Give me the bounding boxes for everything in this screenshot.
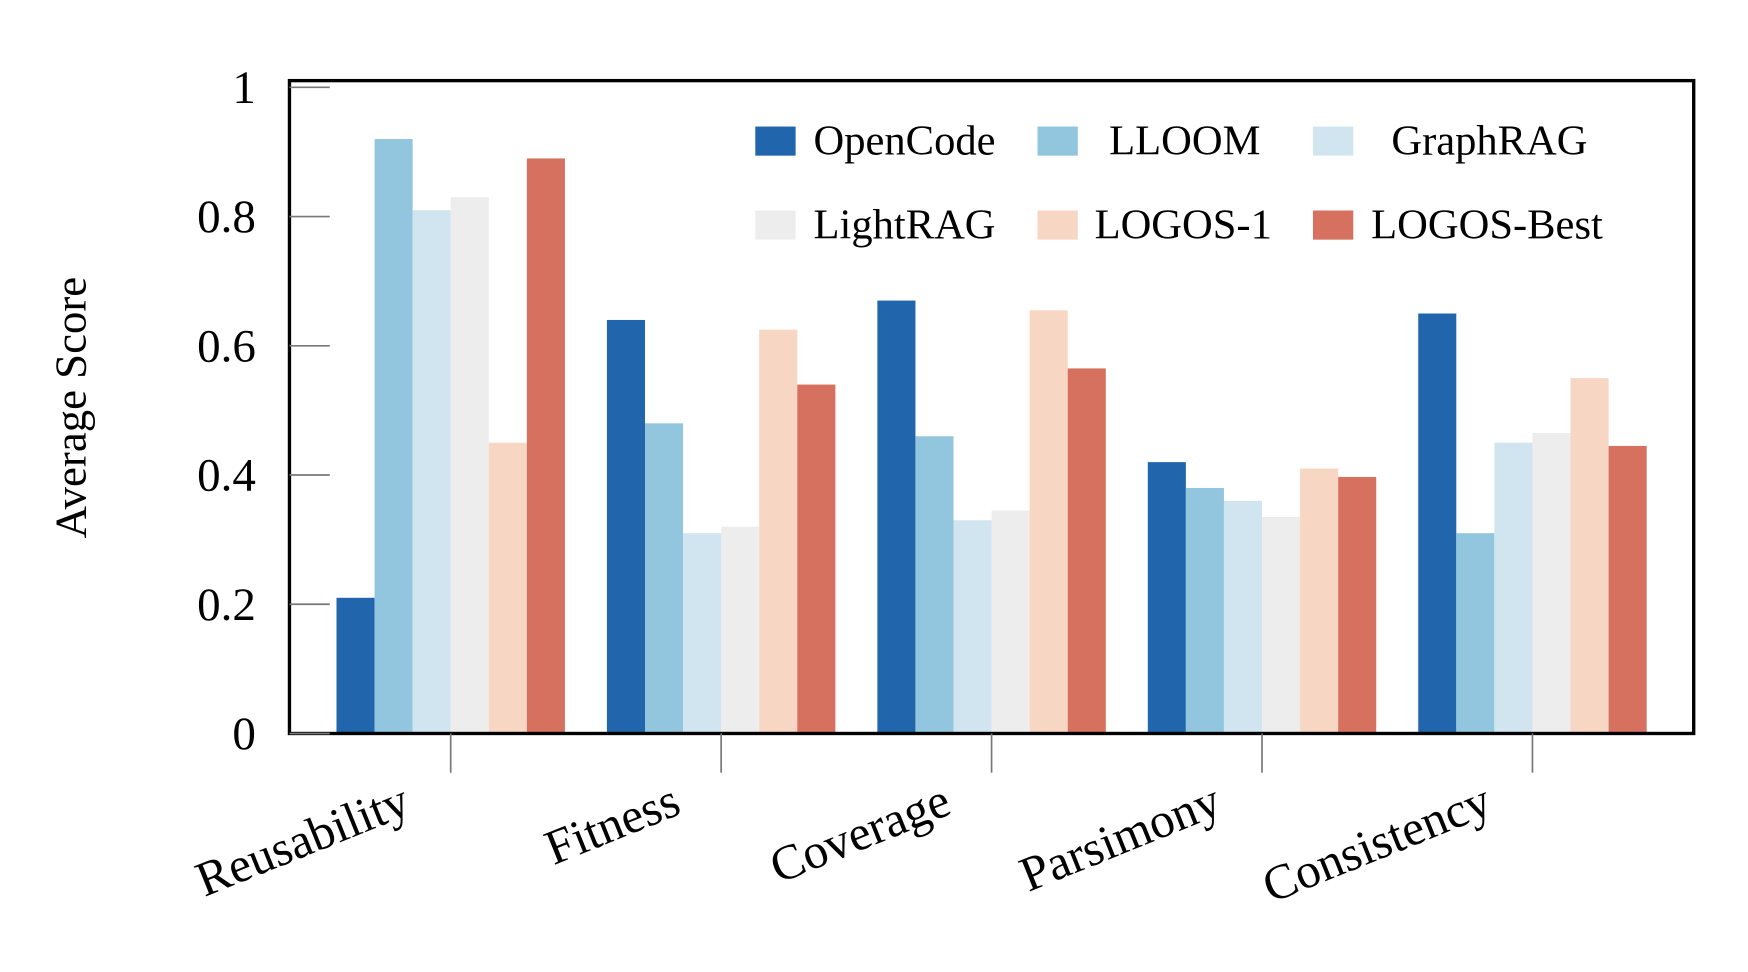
bar-opencode-parsimony xyxy=(1147,462,1186,734)
bar-logos-1-consistency xyxy=(1570,378,1609,734)
x-tick-label: Consistency xyxy=(1255,772,1499,913)
bar-opencode-fitness xyxy=(606,319,645,734)
y-tick-label: 0.6 xyxy=(197,320,256,372)
legend-swatch xyxy=(755,210,796,240)
bar-logos-best-fitness xyxy=(797,384,836,734)
bar-logos-best-coverage xyxy=(1067,368,1106,734)
bar-lloom-consistency xyxy=(1456,533,1495,734)
bar-lightrag-parsimony xyxy=(1262,517,1301,734)
bar-lloom-reusability xyxy=(374,139,413,734)
bar-logos-best-consistency xyxy=(1608,445,1647,734)
bar-lloom-fitness xyxy=(644,423,684,734)
legend-swatch xyxy=(755,126,796,156)
y-tick-label: 0 xyxy=(232,708,256,760)
x-tick-label: Parsimony xyxy=(1012,772,1228,902)
bar-lightrag-reusability xyxy=(450,197,489,734)
bar-lightrag-consistency xyxy=(1532,433,1571,734)
bar-logos-best-parsimony xyxy=(1338,476,1377,734)
bar-lloom-parsimony xyxy=(1185,487,1224,734)
bar-opencode-coverage xyxy=(877,300,916,734)
bar-lloom-coverage xyxy=(915,436,954,734)
legend-swatch xyxy=(1312,126,1354,156)
legend-swatch xyxy=(1037,210,1078,240)
bar-logos-best-reusability xyxy=(526,158,565,734)
legend-label: OpenCode xyxy=(814,118,996,165)
y-tick-label: 0.8 xyxy=(197,191,256,243)
bar-graphrag-coverage xyxy=(953,520,992,734)
legend-label: LLOOM xyxy=(1109,118,1260,165)
bar-logos-1-reusability xyxy=(488,442,527,734)
legend-swatch xyxy=(1037,126,1078,156)
bar-graphrag-consistency xyxy=(1494,442,1533,734)
bar-lightrag-coverage xyxy=(991,510,1030,734)
bar-logos-1-parsimony xyxy=(1300,468,1339,734)
y-axis-label: Average Score xyxy=(46,277,96,539)
x-tick-label: Coverage xyxy=(762,772,958,894)
x-tick-label: Fitness xyxy=(537,772,687,875)
bar-lightrag-fitness xyxy=(721,526,760,734)
bar-graphrag-fitness xyxy=(683,533,722,734)
legend-label: LOGOS-1 xyxy=(1095,202,1272,249)
bar-graphrag-parsimony xyxy=(1223,500,1263,734)
legend-label: GraphRAG xyxy=(1391,118,1587,165)
y-tick-label: 0.4 xyxy=(197,450,256,502)
bar-logos-1-fitness xyxy=(759,329,798,734)
bar-opencode-reusability xyxy=(336,597,375,734)
legend-swatch xyxy=(1312,210,1354,240)
legend-label: LOGOS-Best xyxy=(1371,202,1603,249)
legend-label: LightRAG xyxy=(814,202,996,249)
bar-graphrag-reusability xyxy=(412,210,451,734)
bar-logos-1-coverage xyxy=(1029,310,1068,734)
x-tick-label: Reusability xyxy=(188,772,417,907)
y-tick-label: 1 xyxy=(232,62,256,114)
y-tick-label: 0.2 xyxy=(197,579,256,631)
bar-opencode-consistency xyxy=(1418,313,1457,734)
